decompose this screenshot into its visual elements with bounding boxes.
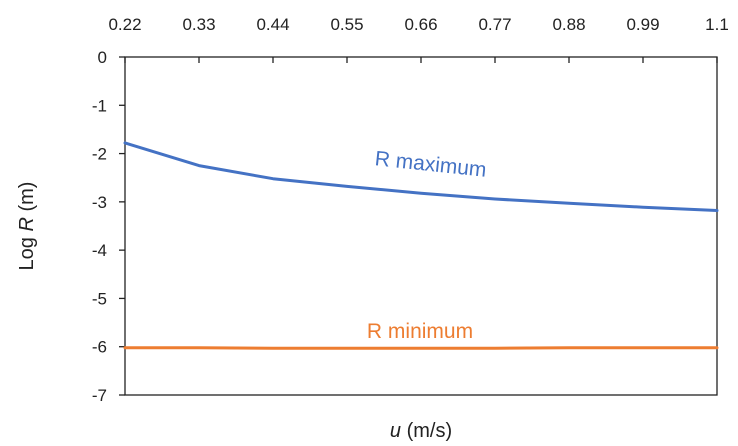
y-tick-label: -6 [92, 338, 107, 357]
y-tick-label: -3 [92, 193, 107, 212]
x-tick-labels: 0.22 0.33 0.44 0.55 0.66 0.77 0.88 0.99 1.1 [108, 15, 728, 34]
y-tick-label: -5 [92, 289, 107, 308]
series-line-r-minimum [123, 346, 719, 350]
y-tick-label: -1 [92, 96, 107, 115]
y-tick-label: -2 [92, 145, 107, 164]
x-tick-label: 0.44 [256, 15, 289, 34]
y-axis-title: Log R (m) [16, 182, 38, 271]
x-tick-label: 0.66 [404, 15, 437, 34]
x-tick-label: 1.1 [705, 15, 729, 34]
x-tick-label: 0.22 [108, 15, 141, 34]
y-tick-label: -7 [92, 386, 107, 405]
x-axis-title: u (m/s) [390, 420, 452, 442]
tick-marks [119, 56, 718, 396]
x-tick-label: 0.55 [330, 15, 363, 34]
x-tick-label: 0.99 [626, 15, 659, 34]
y-tick-label: -4 [92, 241, 107, 260]
y-tick-labels: 0 -1 -2 -3 -4 -5 -6 -7 [92, 48, 107, 405]
series-line-r-maximum [123, 141, 719, 212]
series-lines [123, 141, 719, 350]
x-tick-label: 0.33 [182, 15, 215, 34]
y-tick-label: 0 [98, 48, 107, 67]
x-tick-label: 0.77 [478, 15, 511, 34]
x-tick-label: 0.88 [552, 15, 585, 34]
series-label-r-minimum: R minimum [367, 320, 473, 343]
plot-area [124, 56, 718, 396]
